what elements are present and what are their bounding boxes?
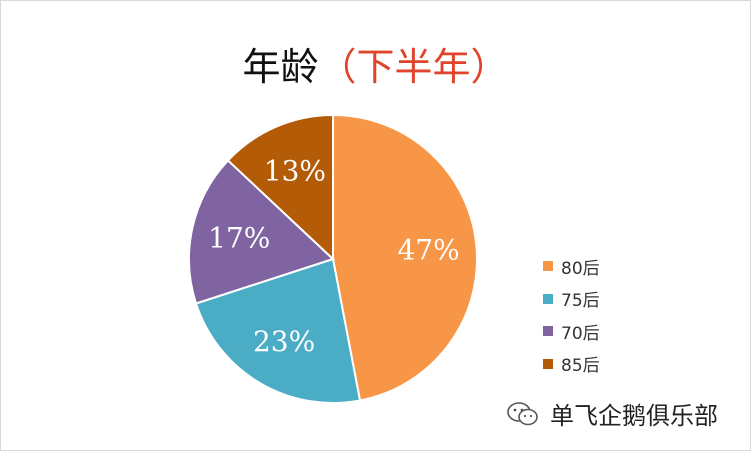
chart-title: 年龄 xyxy=(242,45,319,89)
pie-slice-label-4: 13% xyxy=(264,154,326,187)
watermark: 单飞企鹅俱乐部 xyxy=(506,396,718,431)
legend-item-3: 70后 xyxy=(543,315,600,348)
legend-label: 85后 xyxy=(561,356,600,377)
chart-legend: 80后 75后 70后 85后 xyxy=(543,250,600,380)
legend-item-2: 75后 xyxy=(543,283,600,316)
legend-label: 80后 xyxy=(561,258,600,279)
legend-item-1: 80后 xyxy=(543,250,600,283)
legend-swatch xyxy=(543,293,553,304)
pie-slice-label-1: 47% xyxy=(397,234,459,267)
chart-title-block: 年龄（下半年） xyxy=(0,42,751,92)
watermark-text: 单飞企鹅俱乐部 xyxy=(550,402,718,430)
pie-slice-3 xyxy=(188,159,335,305)
pie-slice-2 xyxy=(194,257,362,404)
legend-swatch xyxy=(543,326,553,337)
pie-slice-label-3: 17% xyxy=(208,222,270,255)
legend-label: 70后 xyxy=(561,323,600,344)
pie-slice-1 xyxy=(332,113,478,402)
legend-item-4: 85后 xyxy=(543,348,600,381)
legend-label: 75后 xyxy=(561,291,600,312)
legend-swatch xyxy=(543,358,553,369)
pie-slice-label-2: 23% xyxy=(253,325,315,358)
chart-subtitle: （下半年） xyxy=(318,45,509,89)
legend-swatch xyxy=(543,261,553,272)
wechat-icon xyxy=(507,401,538,425)
pie-slice-4 xyxy=(226,113,334,262)
